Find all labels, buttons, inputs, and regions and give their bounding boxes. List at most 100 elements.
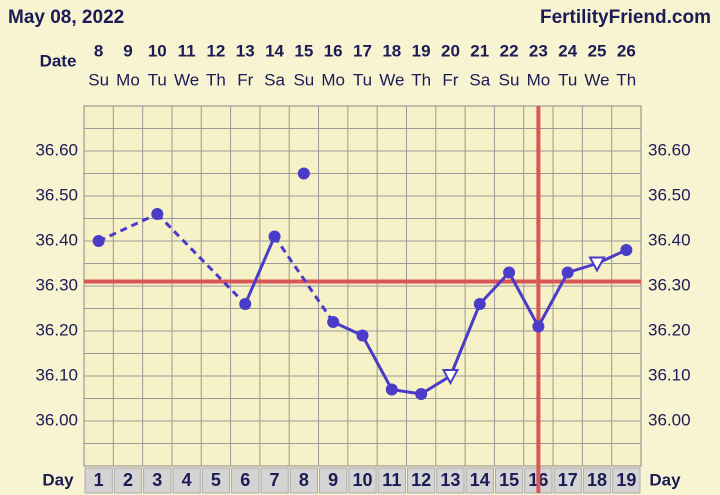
date-label: 21: [470, 41, 489, 60]
day-cell: [377, 467, 406, 494]
chart-title: May 08, 2022: [8, 7, 124, 28]
date-label: 20: [441, 41, 460, 60]
day-cell: [201, 467, 231, 494]
day-cell: [113, 467, 143, 494]
weekday-label: Sa: [469, 70, 490, 89]
line-segment: [449, 303, 482, 377]
x-tick-label: 1: [94, 470, 104, 490]
marker: [473, 298, 486, 310]
x-tick-label: 2: [123, 470, 133, 490]
line-segment: [478, 271, 511, 306]
date-label: 16: [324, 41, 343, 60]
x-tick-label: 13: [440, 470, 460, 490]
marker: [385, 383, 398, 396]
y2-tick-label: 36.00: [648, 410, 691, 429]
line-segment: [98, 212, 158, 243]
date-label: 15: [294, 41, 313, 60]
y2-tick-label: 36.30: [648, 275, 691, 294]
date-label: 25: [588, 41, 607, 60]
x-tick-label: 3: [152, 470, 162, 490]
weekday-label: Sa: [264, 70, 285, 89]
weekday-label: We: [379, 70, 404, 89]
y2-tick-label: 36.20: [648, 320, 691, 339]
x-tick-label: 17: [558, 470, 578, 490]
y-tick-label: 36.00: [35, 410, 78, 429]
marker: [297, 167, 310, 180]
x-tick-label: 5: [211, 470, 221, 490]
weekday-label: Th: [411, 70, 431, 89]
marker: [503, 266, 516, 279]
x-tick-label: 19: [616, 470, 636, 490]
marker: [620, 244, 633, 256]
y2-tick-label: 36.50: [648, 185, 691, 204]
marker: [151, 208, 164, 220]
x-tick-label: 15: [499, 470, 519, 490]
date-label: 10: [148, 41, 167, 60]
marker: [588, 256, 606, 273]
marker: [441, 369, 460, 386]
day-cell: [348, 467, 377, 494]
day-cell: [319, 467, 348, 494]
weekday-label: Mo: [321, 70, 345, 89]
date-label: 14: [265, 41, 284, 60]
date-label: 18: [382, 41, 401, 60]
date-label: 22: [500, 41, 519, 60]
line-segment: [507, 271, 540, 328]
weekday-label: Tu: [353, 70, 372, 89]
date-label: 24: [558, 41, 577, 60]
x-tick-label: 9: [328, 470, 338, 490]
weekday-label: Th: [206, 70, 226, 89]
date-label: 11: [178, 41, 196, 60]
weekday-label: Fr: [442, 70, 458, 89]
weekday-label: Fr: [237, 70, 253, 89]
date-label: Date: [40, 51, 77, 70]
weekday-label: Su: [88, 70, 109, 89]
day-cell: [406, 467, 436, 494]
day-cell: [494, 467, 524, 494]
line-segment: [156, 212, 247, 306]
y2-tick-label: 36.40: [648, 230, 691, 249]
x-tick-label: 10: [352, 470, 372, 490]
day-cell: [172, 467, 201, 494]
line-segment: [361, 334, 394, 391]
weekday-label: Su: [293, 70, 314, 89]
day-cell: [612, 467, 641, 494]
line-segment: [273, 235, 335, 323]
day-label: Day: [42, 470, 74, 489]
marker: [268, 230, 281, 243]
weekday-label: Tu: [558, 70, 577, 89]
y-tick-label: 36.30: [35, 275, 78, 294]
line-segment: [243, 235, 276, 305]
weekday-label: Th: [616, 70, 636, 89]
y-tick-label: 36.50: [35, 185, 78, 204]
y-tick-label: 36.40: [35, 230, 78, 249]
weekday-label: Su: [499, 70, 520, 89]
marker: [327, 316, 340, 328]
x-tick-label: 18: [587, 470, 607, 490]
day-cell: [143, 467, 172, 494]
date-label: 17: [353, 41, 372, 60]
site-name: FertilityFriend.com: [540, 7, 711, 28]
date-label: 19: [412, 41, 431, 60]
marker: [532, 320, 545, 333]
marker: [239, 298, 252, 310]
marker: [356, 329, 369, 342]
x-tick-label: 6: [240, 470, 250, 490]
marker: [561, 266, 574, 279]
weekday-label: Mo: [527, 70, 551, 89]
y2-tick-label: 36.60: [648, 140, 691, 159]
date-label: 8: [94, 41, 103, 60]
day-cell: [465, 467, 494, 494]
y2-tick-label: 36.10: [648, 365, 691, 384]
date-label: 12: [206, 41, 225, 60]
x-tick-label: 11: [382, 470, 401, 490]
weekday-label: We: [174, 70, 199, 89]
day-cell: [260, 467, 289, 494]
y-tick-label: 36.60: [35, 140, 78, 159]
weekday-label: Mo: [116, 70, 140, 89]
day-cell: [553, 467, 582, 494]
marker: [92, 235, 105, 247]
x-tick-label: 14: [470, 470, 490, 490]
y-tick-label: 36.20: [35, 320, 78, 339]
